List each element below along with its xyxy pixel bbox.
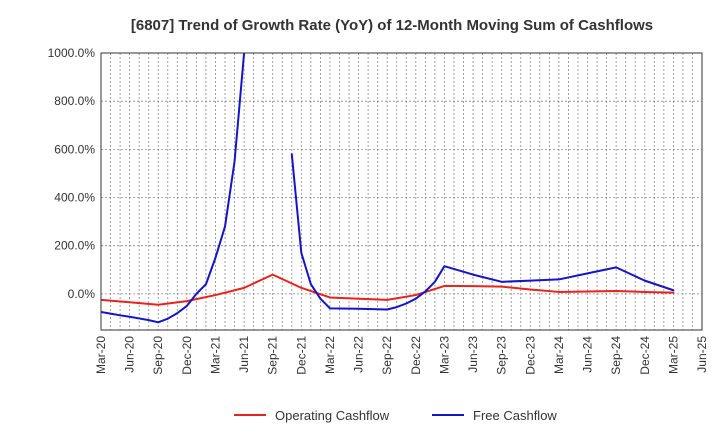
series-line-free-cashflow (101, 53, 246, 324)
x-tick-label: Sep-20 (151, 336, 165, 375)
x-tick-label: Dec-24 (638, 336, 652, 375)
x-tick-label: Sep-22 (380, 336, 394, 375)
chart-title: [6807] Trend of Growth Rate (YoY) of 12-… (131, 17, 653, 34)
x-tick-label: Dec-21 (294, 336, 308, 375)
plot-border (100, 52, 703, 331)
x-tick-label: Sep-23 (495, 336, 509, 375)
x-tick-label: Sep-24 (609, 336, 623, 375)
x-tick-label: Dec-20 (180, 336, 194, 375)
axes: 0.0% 200.0% 400.0% 600.0% 800.0% 1000.0% Mar-2… (48, 46, 709, 375)
legend-label: Operating Cashflow (275, 408, 390, 423)
y-tick-label: 400.0% (54, 191, 95, 205)
y-tick-label: 200.0% (54, 239, 95, 253)
x-tick-label: Jun-21 (237, 336, 251, 373)
plot-area (101, 53, 702, 330)
x-tick-label: Jun-25 (695, 336, 709, 373)
x-tick-label: Mar-24 (552, 336, 566, 374)
x-tick-label: Jun-24 (581, 336, 595, 373)
y-tick-label: 600.0% (54, 142, 95, 156)
x-tick-label: Dec-22 (409, 336, 423, 375)
x-tick-label: Jun-22 (352, 336, 366, 373)
x-tick-label: Jun-23 (466, 336, 480, 373)
x-tick-label: Mar-21 (208, 336, 222, 374)
y-tick-label: 1000.0% (48, 46, 96, 60)
x-tick-label: Mar-25 (666, 336, 680, 374)
series-line-operating-cashflow (101, 273, 675, 306)
series-line-free-cashflow (290, 153, 675, 311)
x-tick-label: Jun-20 (123, 336, 137, 373)
x-tick-label: Mar-23 (437, 336, 451, 374)
y-tick-label: 0.0% (68, 287, 96, 301)
legend: Operating Cashflow Free Cashflow (234, 408, 557, 423)
x-tick-label: Dec-23 (523, 336, 537, 375)
y-tick-label: 800.0% (54, 94, 95, 108)
x-tick-label: Mar-22 (323, 336, 337, 374)
legend-label: Free Cashflow (473, 408, 557, 423)
series-layer (101, 53, 675, 324)
x-tick-label: Sep-21 (266, 336, 280, 375)
x-tick-label: Mar-20 (94, 336, 108, 374)
